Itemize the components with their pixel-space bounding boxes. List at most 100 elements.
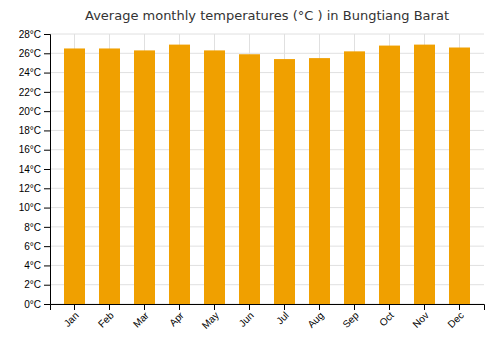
y-tick: 8°C xyxy=(24,222,50,233)
x-tick: Jun xyxy=(237,304,256,329)
y-tick-mark xyxy=(44,111,50,112)
y-tick-mark xyxy=(44,92,50,93)
x-tick-mark xyxy=(354,304,355,310)
y-axis: 0°C 2°C 4°C 6°C 8°C 10°C 12°C 14°C 16°C 18°C 20°C 2… xyxy=(19,29,51,310)
bar xyxy=(379,46,400,304)
y-tick: 4°C xyxy=(24,260,50,271)
bar xyxy=(99,48,120,304)
x-tick-label: Sep xyxy=(341,309,362,330)
y-tick-mark xyxy=(44,304,50,305)
y-tick-mark xyxy=(44,73,50,74)
y-tick-label: 2°C xyxy=(24,279,41,290)
x-tick-mark xyxy=(74,304,75,310)
x-tick: Jan xyxy=(62,304,81,329)
bar xyxy=(274,59,295,304)
y-tick-mark xyxy=(44,130,50,131)
y-tick: 0°C xyxy=(24,299,50,310)
y-tick-label: 6°C xyxy=(24,241,41,252)
x-axis: Jan Feb Mar Apr May Jun Jul Aug Sep Oct Nov Dec xyxy=(51,304,485,331)
x-tick: Aug xyxy=(306,304,326,330)
y-tick: 14°C xyxy=(19,164,50,175)
y-tick-mark xyxy=(44,34,50,35)
bar xyxy=(414,45,435,304)
title: Average monthly temperatures (°C ) in Bu… xyxy=(85,8,449,23)
y-tick: 24°C xyxy=(19,67,50,78)
y-tick-label: 28°C xyxy=(19,29,41,40)
x-tick-mark xyxy=(424,304,425,310)
x-tick-label: Mar xyxy=(131,309,151,329)
y-tick: 2°C xyxy=(24,279,50,290)
y-tick-label: 8°C xyxy=(24,222,41,233)
x-tick-mark xyxy=(179,304,180,310)
x-tick-mark xyxy=(249,304,250,310)
x-tick: Feb xyxy=(96,304,116,330)
y-tick-mark xyxy=(44,188,50,189)
x-tick-mark xyxy=(144,304,145,310)
y-tick-label: 24°C xyxy=(19,67,41,78)
y-tick: 22°C xyxy=(19,87,50,98)
x-tick-mark xyxy=(459,304,460,310)
y-tick: 12°C xyxy=(19,183,50,194)
y-tick: 18°C xyxy=(19,125,50,136)
y-tick-mark xyxy=(44,169,50,170)
bar xyxy=(344,51,365,304)
y-tick: 26°C xyxy=(19,48,50,59)
y-tick-mark xyxy=(44,53,50,54)
x-tick-mark xyxy=(214,304,215,310)
y-tick-mark xyxy=(44,246,50,247)
bar xyxy=(64,48,85,304)
grid-line xyxy=(50,34,484,35)
plot-area: Jan Feb Mar Apr May Jun Jul Aug Sep Oct Nov Dec 0°C 2… xyxy=(19,29,485,331)
y-tick-label: 14°C xyxy=(19,164,41,175)
x-tick: Mar xyxy=(131,304,151,330)
y-axis-line xyxy=(44,35,51,305)
grid xyxy=(50,34,484,304)
y-tick-label: 26°C xyxy=(19,48,41,59)
x-tick-label: Nov xyxy=(411,310,431,330)
y-tick: 16°C xyxy=(19,144,50,155)
y-tick-mark xyxy=(44,285,50,286)
y-tick-label: 18°C xyxy=(19,125,41,136)
y-tick-label: 16°C xyxy=(19,144,41,155)
y-tick-mark xyxy=(44,208,50,209)
y-tick: 28°C xyxy=(19,29,50,40)
x-tick-label: Aug xyxy=(306,310,326,330)
x-tick-mark xyxy=(319,304,320,310)
bar xyxy=(169,45,190,304)
x-tick: Jul xyxy=(274,304,291,326)
y-tick-label: 10°C xyxy=(19,202,41,213)
y-tick-mark xyxy=(44,227,50,228)
x-tick-mark xyxy=(284,304,285,310)
bar xyxy=(134,50,155,304)
y-tick-label: 0°C xyxy=(24,299,41,310)
y-tick-label: 4°C xyxy=(24,260,41,271)
x-tick: Apr xyxy=(167,304,186,328)
y-tick: 20°C xyxy=(19,106,50,117)
bar xyxy=(204,50,225,304)
x-tick-label: Jul xyxy=(274,310,291,327)
x-tick: May xyxy=(200,304,221,331)
x-tick: Sep xyxy=(341,304,362,330)
x-tick-mark xyxy=(109,304,110,310)
x-tick-label: Dec xyxy=(446,310,466,330)
x-tick-label: May xyxy=(200,310,221,331)
y-tick: 6°C xyxy=(24,241,50,252)
x-tick: Dec xyxy=(446,304,466,330)
bar xyxy=(309,58,330,304)
y-tick: 10°C xyxy=(19,202,50,213)
bar xyxy=(239,54,260,304)
x-axis-line xyxy=(51,305,485,311)
y-tick-mark xyxy=(44,265,50,266)
x-tick-label: Jan xyxy=(62,310,81,329)
x-tick-label: Oct xyxy=(377,310,396,329)
y-tick-mark xyxy=(44,150,50,151)
x-tick: Nov xyxy=(411,304,431,330)
x-tick-label: Feb xyxy=(96,309,116,329)
x-tick-label: Jun xyxy=(237,310,256,329)
bar xyxy=(449,48,470,305)
y-tick-label: 20°C xyxy=(19,106,41,117)
y-tick-label: 12°C xyxy=(19,183,41,194)
chart: Jan Feb Mar Apr May Jun Jul Aug Sep Oct Nov Dec 0°C 2… xyxy=(0,0,500,350)
bars xyxy=(64,45,470,304)
x-tick: Oct xyxy=(377,304,396,328)
